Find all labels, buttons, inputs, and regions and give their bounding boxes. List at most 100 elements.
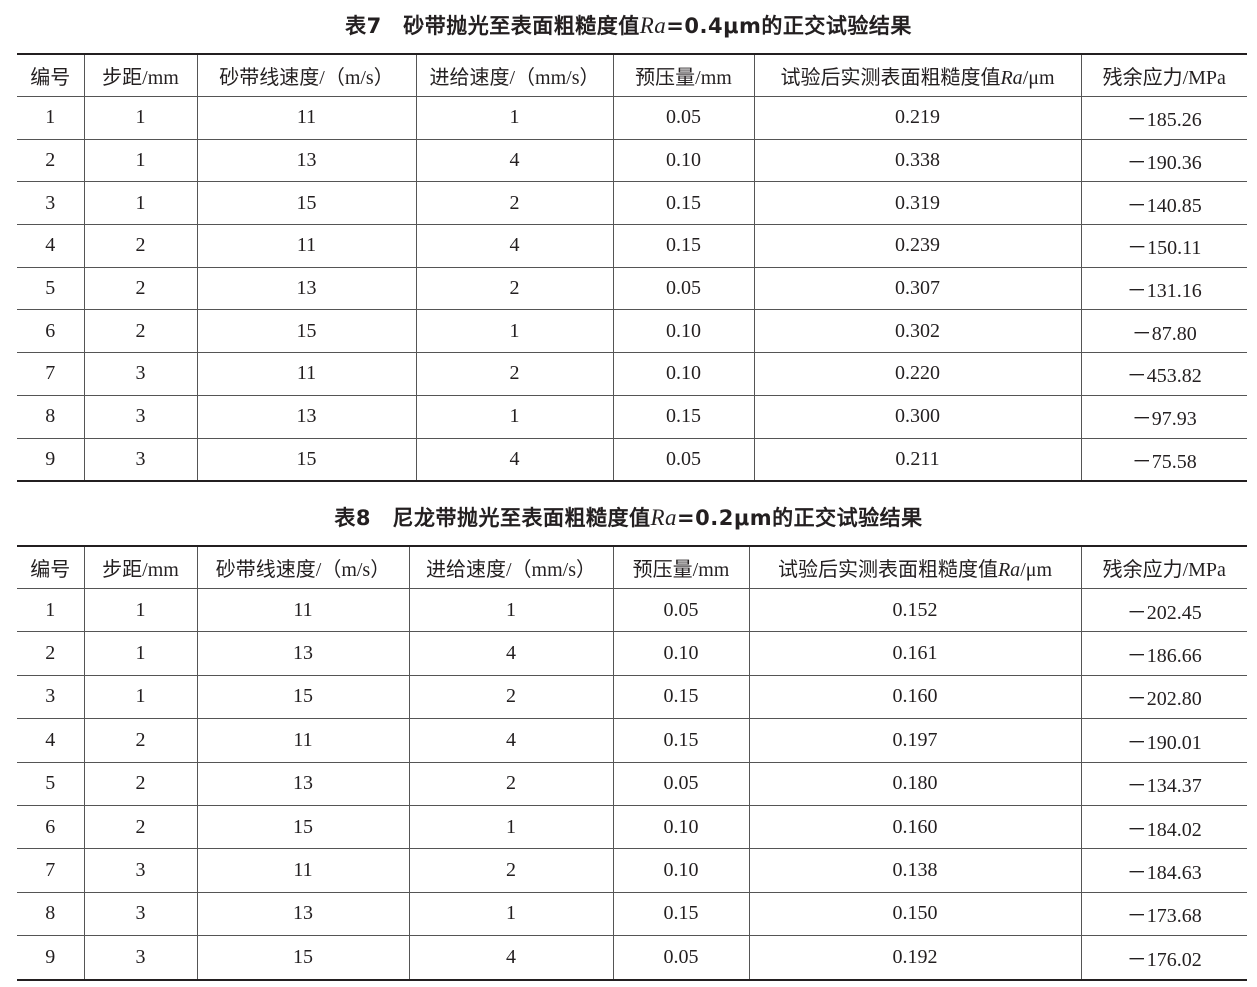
table-cell: －185.26 (1080, 96, 1247, 140)
table-cell: 0.05 (612, 587, 750, 633)
column-header: 砂带线速度/（m/s） (196, 53, 417, 97)
table-cell: 0.160 (748, 804, 1082, 850)
table-cell: 0.05 (612, 761, 750, 806)
table-cell: 8 (17, 891, 85, 937)
table-row: 1 1 11 1 0.05 0.219 －185.26 (17, 96, 1247, 140)
table-cell: －150.11 (1080, 224, 1247, 268)
table-row: 6 2 15 1 0.10 0.302 －87.80 (17, 309, 1247, 354)
table-cell: 3 (83, 352, 198, 396)
table-cell: 11 (196, 352, 417, 396)
table-cell: 3 (17, 674, 85, 720)
table-cell: 15 (196, 935, 410, 981)
header-italic: Ra (997, 559, 1021, 581)
table-cell: 2 (83, 804, 198, 850)
table-cell: 1 (83, 96, 198, 140)
table-cell: 0.15 (612, 224, 755, 268)
table-row: 2 1 13 4 0.10 0.338 －190.36 (17, 138, 1247, 183)
table-cell: 4 (17, 224, 85, 268)
table-cell: 11 (196, 848, 410, 893)
table-cell: 13 (196, 266, 417, 311)
table-cell: 0.10 (612, 138, 755, 183)
table-cell: －184.63 (1080, 848, 1247, 893)
table-cell: 2 (83, 761, 198, 806)
header-prefix: 试验后实测表面粗糙度值 (777, 559, 998, 581)
table-cell: －186.66 (1080, 631, 1247, 676)
table-cell: 15 (196, 437, 417, 482)
table-cell: 0.319 (753, 181, 1082, 226)
table-cell: 2 (408, 674, 614, 720)
table-cell: 0.05 (612, 437, 755, 482)
header-italic: Ra (1000, 67, 1023, 89)
table-cell: 3 (83, 848, 198, 893)
table-cell: 3 (17, 181, 85, 226)
table-cell: 4 (408, 718, 614, 763)
table-cell: 0.220 (753, 352, 1082, 396)
column-header: 编号 (17, 53, 85, 97)
column-header: 砂带线速度/（m/s） (196, 545, 410, 589)
table-cell: 0.15 (612, 891, 750, 937)
table-cell: 0.10 (612, 848, 750, 893)
title-prefix: 表7 砂带抛光至表面粗糙度值 (345, 14, 640, 38)
table-cell: 0.338 (753, 138, 1082, 183)
table-row: 2 1 13 4 0.10 0.161 －186.66 (17, 631, 1247, 676)
table-cell: 2 (83, 718, 198, 763)
table-cell: 0.15 (612, 394, 755, 439)
table-cell: 0.15 (612, 718, 750, 763)
table-cell: 0.300 (753, 394, 1082, 439)
column-header: 步距/mm (83, 53, 198, 97)
table-cell: －190.01 (1080, 718, 1247, 763)
table-cell: 1 (415, 309, 614, 354)
column-header: 进给速度/（mm/s） (415, 53, 614, 97)
table-cell: 5 (17, 761, 85, 806)
header-row: 编号 步距/mm 砂带线速度/（m/s） 进给速度/（mm/s） 预压量/mm 试验后实测… (17, 545, 1247, 589)
table-cell: 13 (196, 138, 417, 183)
table-cell: －202.80 (1080, 674, 1247, 720)
header-row: 编号 步距/mm 砂带线速度/（m/s） 进给速度/（mm/s） 预压量/mm 试验后实测… (17, 53, 1247, 97)
table-cell: 0.307 (753, 266, 1082, 311)
table-row: 7 3 11 2 0.10 0.220 －453.82 (17, 352, 1247, 396)
table-cell: 0.302 (753, 309, 1082, 354)
table-cell: 0.192 (748, 935, 1082, 981)
table-row: 7 3 11 2 0.10 0.138 －184.63 (17, 848, 1247, 893)
table-cell: 9 (17, 437, 85, 482)
table-cell: 2 (408, 761, 614, 806)
table-cell: －131.16 (1080, 266, 1247, 311)
table-cell: 2 (415, 266, 614, 311)
table-cell: 0.10 (612, 352, 755, 396)
table-cell: 15 (196, 804, 410, 850)
table-row: 3 1 15 2 0.15 0.319 －140.85 (17, 181, 1247, 226)
table-cell: 0.10 (612, 631, 750, 676)
table-cell: 13 (196, 631, 410, 676)
table-row: 6 2 15 1 0.10 0.160 －184.02 (17, 804, 1247, 850)
table-cell: 0.10 (612, 309, 755, 354)
table-cell: 4 (415, 437, 614, 482)
table-cell: －173.68 (1080, 891, 1247, 937)
table-cell: 1 (408, 891, 614, 937)
table-cell: 2 (17, 138, 85, 183)
table-cell: 1 (415, 394, 614, 439)
table-cell: －184.02 (1080, 804, 1247, 850)
table-cell: 1 (415, 96, 614, 140)
header-suffix: /μm (1020, 559, 1053, 581)
table-cell: －97.93 (1080, 394, 1247, 439)
table-row: 4 2 11 4 0.15 0.239 －150.11 (17, 224, 1247, 268)
column-header: 试验后实测表面粗糙度值Ra/μm (753, 53, 1082, 97)
table-cell: 13 (196, 394, 417, 439)
table-cell: 8 (17, 394, 85, 439)
table-row: 4 2 11 4 0.15 0.197 －190.01 (17, 718, 1247, 763)
table-cell: －176.02 (1080, 935, 1247, 981)
table-cell: －134.37 (1080, 761, 1247, 806)
table-cell: 1 (83, 181, 198, 226)
column-header: 残余应力/MPa (1080, 545, 1247, 589)
table-row: 9 3 15 4 0.05 0.192 －176.02 (17, 935, 1247, 981)
table-cell: －75.58 (1080, 437, 1247, 482)
table-cell: 15 (196, 674, 410, 720)
header-suffix: /μm (1022, 67, 1055, 89)
table-cell: 3 (83, 935, 198, 981)
table-8-title: 表8 尼龙带抛光至表面粗糙度值Ra=0.2μm的正交试验结果 (0, 502, 1257, 532)
table-cell: －190.36 (1080, 138, 1247, 183)
table-cell: 0.152 (748, 587, 1082, 633)
table-row: 9 3 15 4 0.05 0.211 －75.58 (17, 437, 1247, 482)
table-cell: 0.05 (612, 96, 755, 140)
table-cell: 3 (83, 394, 198, 439)
